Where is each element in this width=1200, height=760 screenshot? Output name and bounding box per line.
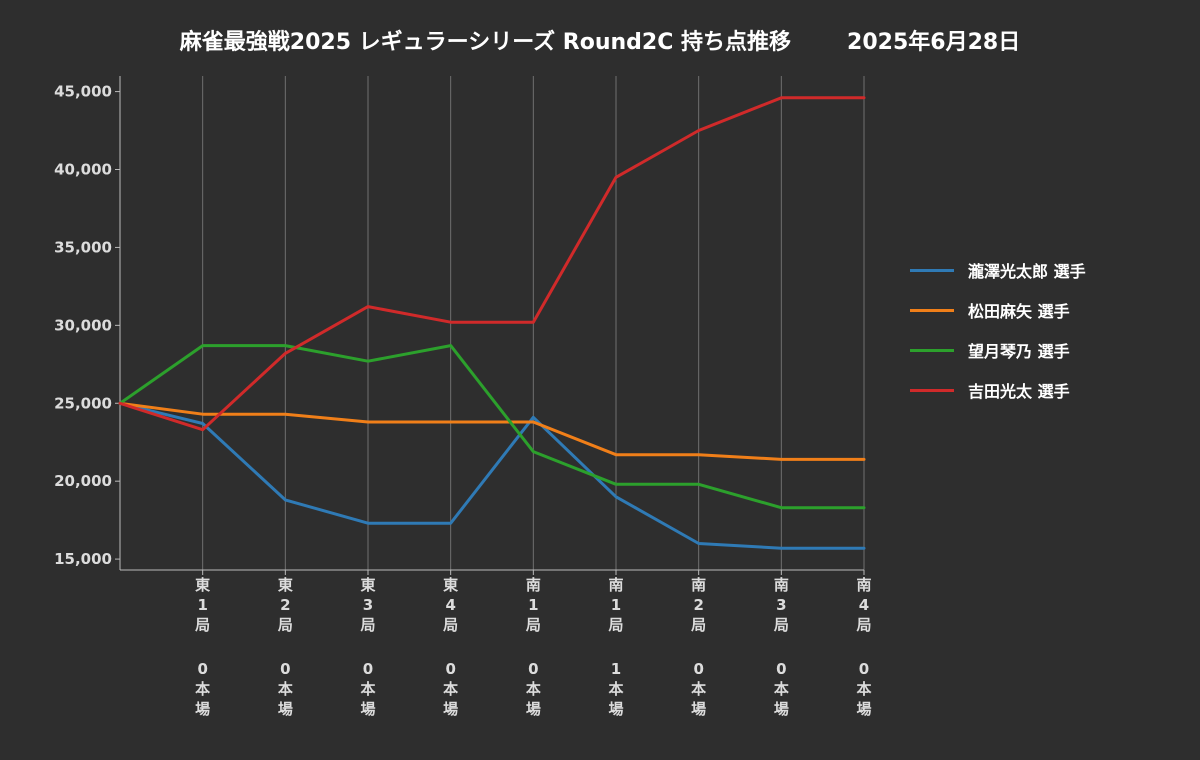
x-tick-label-char: 1	[611, 660, 621, 678]
x-tick-label-char: 場	[774, 700, 789, 718]
x-tick-label: 南 1 局 0 本場	[525, 576, 541, 718]
x-tick-label-char: 本	[443, 680, 458, 698]
x-tick-label-char: 東	[360, 576, 375, 594]
x-tick-label-char: 4	[859, 596, 869, 614]
x-tick-label-char: 場	[278, 700, 293, 718]
x-tick-label: 東 2 局 0 本場	[277, 576, 293, 718]
series-line-4	[118, 96, 866, 432]
x-tick-label-char: 0	[280, 660, 290, 678]
x-tick-label: 東 4 局 0 本場	[442, 576, 458, 718]
x-tick-label-char: 局	[525, 616, 541, 634]
x-tick-label-char: 1	[528, 596, 538, 614]
chart-title: 麻雀最強戦2025 レギュラーシリーズ Round2C 持ち点推移 2025年6月…	[0, 24, 1200, 56]
x-tick-label-char: 本	[608, 680, 623, 698]
legend-swatch	[910, 268, 954, 272]
x-tick-label: 東 1 局 0 本場	[194, 576, 210, 718]
y-axis-tick-labels: 15,000 20,000 25,000 30,000 35,000 40,000 45,0…	[54, 83, 112, 569]
x-tick-label-char: 局	[773, 616, 789, 634]
series-line-1	[118, 401, 866, 550]
x-tick-label-char: 場	[360, 700, 375, 718]
x-tick-label-char: 東	[195, 576, 210, 594]
x-tick-label-char: 0	[197, 660, 207, 678]
y-tick-label: 15,000	[54, 550, 112, 568]
x-tick-label-char: 場	[856, 700, 871, 718]
x-tick-label-char: 0	[776, 660, 786, 678]
x-tick-label: 南 4 局 0 本場	[855, 576, 871, 718]
x-tick-label-char: 本	[195, 680, 210, 698]
x-tick-label: 東 3 局 0 本場	[359, 576, 375, 718]
x-tick-label-char: 局	[277, 616, 293, 634]
x-tick-label-char: 本	[774, 680, 789, 698]
chart-date: 2025年6月28日	[847, 30, 1021, 55]
x-tick-label-char: 0	[693, 660, 703, 678]
x-tick-label: 南 1 局 1 本場	[607, 576, 623, 718]
legend-label: 松田麻矢 選手	[968, 302, 1070, 321]
x-tick-label-char: 2	[693, 596, 703, 614]
chart-title-text: 麻雀最強戦2025 レギュラーシリーズ Round2C 持ち点推移	[179, 30, 792, 55]
x-tick-label-char: 場	[195, 700, 210, 718]
x-tick-label-char: 本	[278, 680, 293, 698]
x-tick-label-char: 局	[359, 616, 375, 634]
y-tick-label: 20,000	[54, 472, 112, 490]
y-tick-label: 45,000	[54, 83, 112, 101]
legend-swatch	[910, 388, 954, 392]
legend-item: 松田麻矢 選手	[910, 290, 1086, 330]
series-lines	[118, 96, 866, 550]
x-tick-label-char: 0	[528, 660, 538, 678]
x-tick-label-char: 1	[611, 596, 621, 614]
legend-label: 望月琴乃 選手	[968, 342, 1070, 361]
x-tick-label-char: 本	[856, 680, 871, 698]
legend-swatch	[910, 308, 954, 312]
y-tick-label: 30,000	[54, 316, 112, 334]
series-line-3	[118, 344, 866, 510]
x-tick-label-char: 南	[856, 576, 871, 594]
x-tick-label: 南 3 局 0 本場	[773, 576, 789, 718]
legend: 瀧澤光太郎 選手 松田麻矢 選手 望月琴乃 選手 吉田光太 選手	[910, 250, 1086, 410]
x-tick-label-char: 0	[859, 660, 869, 678]
x-tick-label-char: 東	[278, 576, 293, 594]
legend-label: 吉田光太 選手	[968, 382, 1070, 401]
legend-item: 望月琴乃 選手	[910, 330, 1086, 370]
x-tick-label-char: 局	[194, 616, 210, 634]
x-tick-label-char: 2	[280, 596, 290, 614]
x-tick-label-char: 南	[608, 576, 623, 594]
x-tick-label-char: 本	[526, 680, 541, 698]
x-axis-tick-labels: 東1局0本場東2局0本場東3局0本場東4局0本場南1局0本場南1局1本場南2局0…	[194, 576, 871, 718]
x-tick-label-char: 場	[526, 700, 541, 718]
series-line-2	[118, 401, 866, 461]
y-tick-label: 25,000	[54, 394, 112, 412]
x-tick-label-char: 場	[608, 700, 623, 718]
y-tick-label: 35,000	[54, 238, 112, 256]
x-tick-label-char: 南	[526, 576, 541, 594]
y-tick-label: 40,000	[54, 161, 112, 179]
x-tick-label-char: 局	[690, 616, 706, 634]
x-tick-label-char: 局	[607, 616, 623, 634]
x-tick-label-char: 場	[691, 700, 706, 718]
legend-swatch	[910, 348, 954, 352]
x-tick-label-char: 局	[442, 616, 458, 634]
x-tick-label-char: 0	[445, 660, 455, 678]
x-tick-label-char: 場	[443, 700, 458, 718]
x-tick-label-char: 3	[776, 596, 786, 614]
x-tick-label-char: 東	[443, 576, 458, 594]
x-tick-label-char: 南	[691, 576, 706, 594]
legend-item: 吉田光太 選手	[910, 370, 1086, 410]
grid-lines	[202, 76, 865, 570]
x-tick-label-char: 3	[363, 596, 373, 614]
x-tick-label: 南 2 局 0 本場	[690, 576, 706, 718]
legend-label: 瀧澤光太郎 選手	[968, 262, 1086, 281]
x-tick-label-char: 本	[691, 680, 706, 698]
x-tick-label-char: 0	[363, 660, 373, 678]
x-tick-label-char: 1	[197, 596, 207, 614]
x-tick-label-char: 本	[360, 680, 375, 698]
x-tick-label-char: 南	[774, 576, 789, 594]
x-tick-label-char: 4	[445, 596, 455, 614]
x-tick-label-char: 局	[855, 616, 871, 634]
legend-item: 瀧澤光太郎 選手	[910, 250, 1086, 290]
